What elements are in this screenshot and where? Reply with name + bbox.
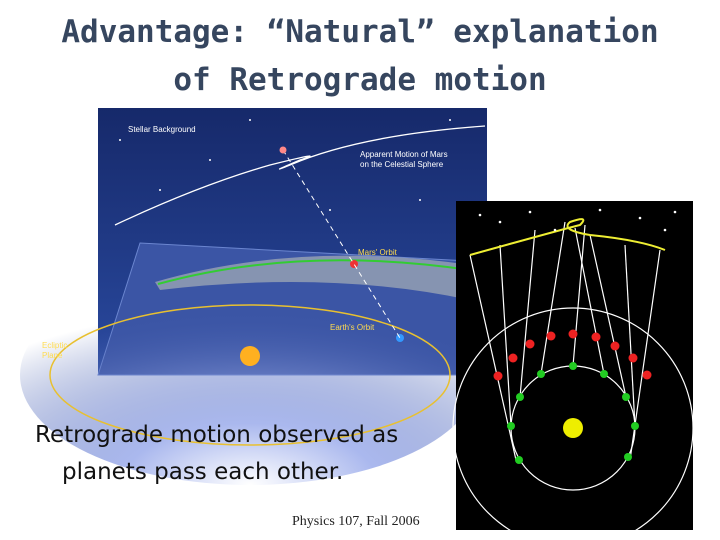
figure-label: on the Celestial Sphere — [360, 160, 444, 169]
heliocentric-figure: Stellar Background Apparent Motion of Ma… — [20, 108, 488, 485]
retrograde-diagram — [452, 201, 694, 540]
figure-label: Ecliptic — [42, 341, 67, 350]
body-text: planets pass each other. — [62, 459, 344, 485]
figure-label: Plane — [42, 351, 63, 360]
title: Advantage: “Natural” explanation — [61, 14, 659, 50]
figure-label: Apparent Motion of Mars — [360, 150, 448, 159]
body-text: Retrograde motion observed as — [35, 422, 399, 448]
title: of Retrograde motion — [173, 62, 547, 98]
figure-label: Mars' Orbit — [358, 248, 398, 257]
figure-label: Earth's Orbit — [330, 323, 375, 332]
footer: Physics 107, Fall 2006 — [292, 514, 420, 529]
figure-label: Stellar Background — [128, 125, 196, 134]
